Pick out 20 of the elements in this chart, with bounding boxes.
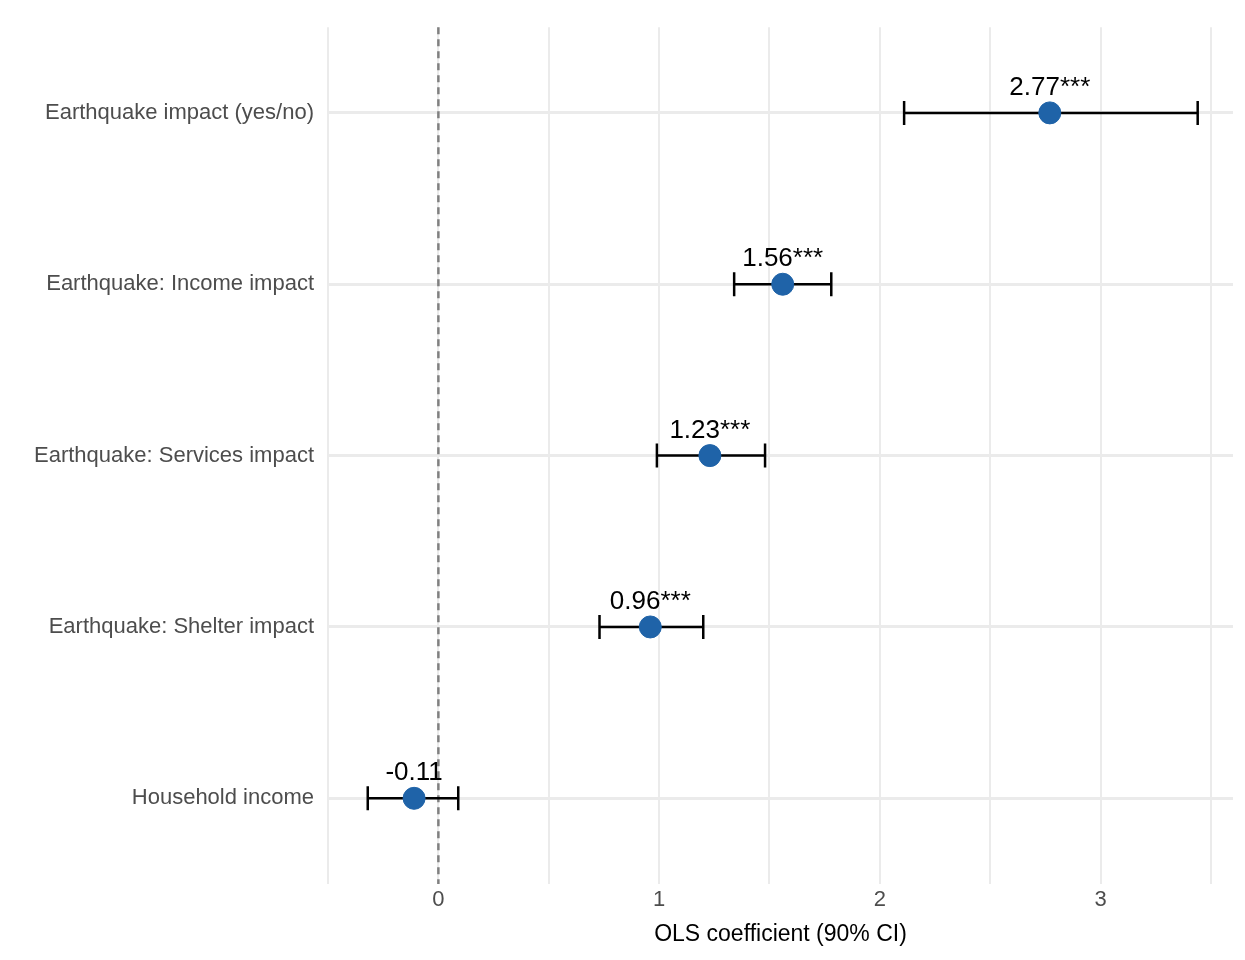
point bbox=[698, 444, 722, 468]
point bbox=[402, 786, 426, 810]
y-tick-label: Earthquake: Shelter impact bbox=[48, 613, 315, 639]
data-label: 0.96*** bbox=[609, 585, 691, 616]
point bbox=[638, 615, 662, 639]
y-tick-label: Household income bbox=[131, 784, 315, 810]
x-tick-label: 0 bbox=[432, 886, 445, 912]
data-label: 2.77*** bbox=[1009, 71, 1091, 102]
x-tick-label: 2 bbox=[873, 886, 886, 912]
x-axis-title: OLS coefficient (90% CI) bbox=[654, 919, 907, 946]
y-tick-label: Earthquake: Services impact bbox=[33, 441, 315, 467]
point bbox=[1038, 101, 1062, 125]
x-tick-label: 3 bbox=[1094, 886, 1107, 912]
data-label: 1.23*** bbox=[669, 413, 751, 444]
data-label: -0.11 bbox=[385, 756, 443, 787]
data-label: 1.56*** bbox=[742, 242, 824, 273]
point bbox=[771, 272, 795, 296]
y-tick-label: Earthquake impact (yes/no) bbox=[44, 98, 315, 124]
y-tick-label: Earthquake: Income impact bbox=[46, 270, 315, 296]
x-tick-label: 1 bbox=[652, 886, 666, 912]
